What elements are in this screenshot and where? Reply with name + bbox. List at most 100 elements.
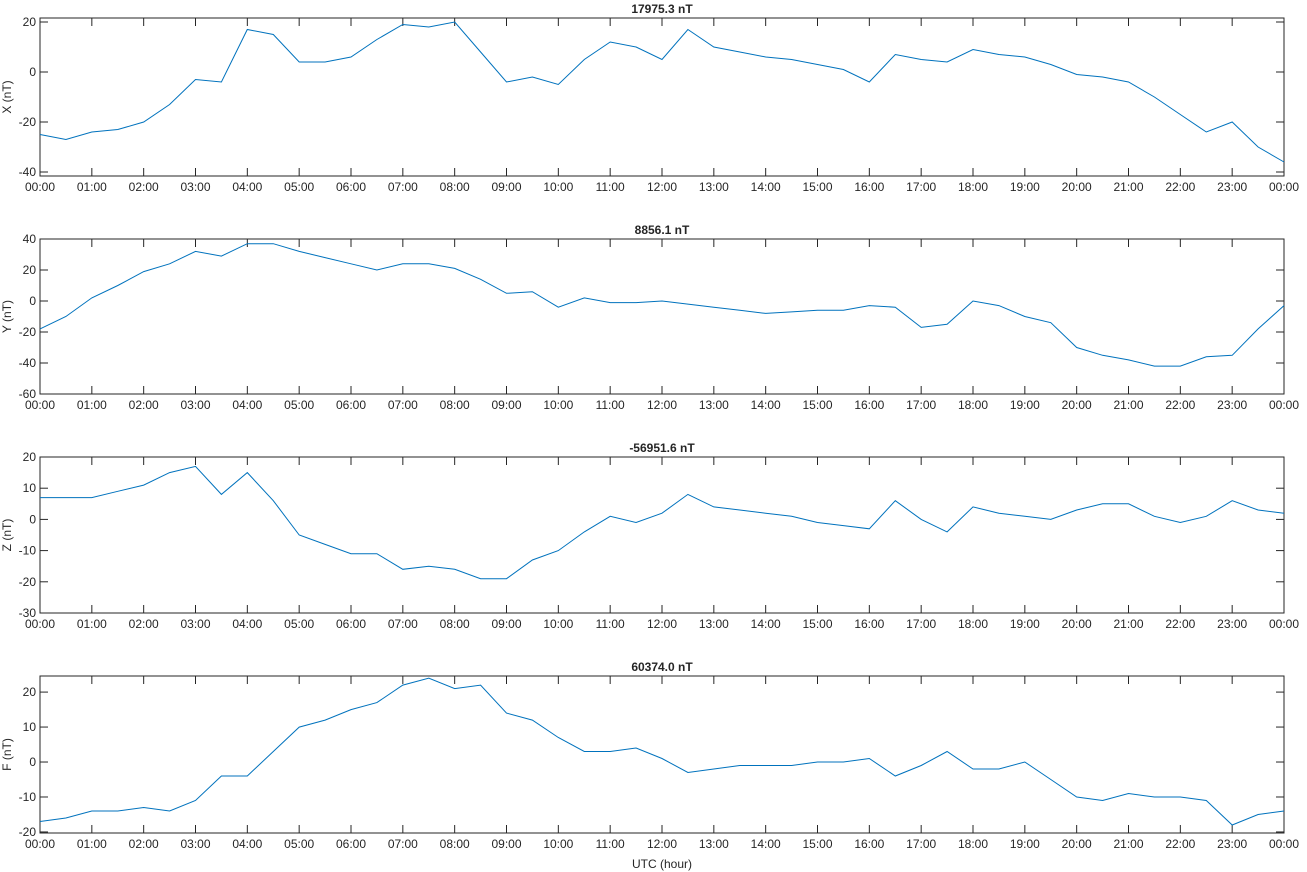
x-tick-label: 22:00 [1165,837,1195,851]
x-tick-label: 11:00 [596,617,625,631]
x-tick-label: 15:00 [802,180,832,194]
x-tick-label: 02:00 [129,837,159,851]
x-tick-label: 04:00 [232,180,262,194]
x-tick-label: 14:00 [751,837,781,851]
plot-frame [39,675,1285,834]
y-axis-label: F (nT) [0,738,14,771]
x-tick-label: 00:00 [25,837,55,851]
x-tick-label: 00:00 [25,180,55,194]
x-tick-label: 19:00 [1010,837,1040,851]
y-tick-label: 20 [23,15,37,29]
chart-title: -56951.6 nT [629,441,695,455]
y-axis-label: Z (nT) [0,519,14,552]
data-line [39,243,1285,367]
x-tick-label: 04:00 [232,398,262,412]
x-tick-label: 16:00 [854,398,884,412]
x-tick-label: 10:00 [543,398,573,412]
y-tick-label: 0 [29,755,36,769]
x-tick-label: 11:00 [596,180,625,194]
plot-frame [39,238,1285,395]
x-tick-label: 03:00 [180,398,210,412]
x-tick-label: 00:00 [1269,837,1299,851]
y-tick-label: 0 [29,65,36,79]
x-tick-label: 03:00 [180,617,210,631]
y-tick-label: -30 [19,606,37,620]
x-tick-label: 22:00 [1165,398,1195,412]
y-tick-label: -20 [19,575,37,589]
plot-frame [39,456,1285,614]
x-tick-label: 17:00 [906,398,936,412]
x-tick-label: 00:00 [1269,180,1299,194]
x-tick-label: 12:00 [647,180,677,194]
x-tick-label: 18:00 [958,180,988,194]
x-tick-label: 08:00 [440,837,470,851]
x-tick-label: 15:00 [802,837,832,851]
y-axis-label: X (nT) [0,80,14,113]
y-tick-label: -20 [19,115,37,129]
x-tick-label: 11:00 [596,837,625,851]
x-tick-label: 13:00 [699,617,729,631]
x-tick-label: 09:00 [491,180,521,194]
x-tick-label: 23:00 [1217,837,1247,851]
y-tick-label: 20 [23,685,37,699]
x-tick-label: 14:00 [751,617,781,631]
x-tick-label: 18:00 [958,617,988,631]
x-tick-label: 20:00 [1062,180,1092,194]
x-tick-label: 20:00 [1062,837,1092,851]
x-tick-label: 21:00 [1113,837,1143,851]
y-tick-label: -40 [19,165,37,179]
x-tick-label: 02:00 [129,180,159,194]
x-tick-label: 05:00 [284,398,314,412]
x-tick-label: 13:00 [699,837,729,851]
y-tick-label: 0 [29,294,36,308]
x-tick-label: 06:00 [336,837,366,851]
x-tick-label: 01:00 [77,180,107,194]
x-tick-label: 17:00 [906,180,936,194]
x-tick-label: 16:00 [854,837,884,851]
x-tick-label: 19:00 [1010,617,1040,631]
x-tick-label: 01:00 [77,617,107,631]
x-tick-label: 05:00 [284,180,314,194]
y-tick-label: 0 [29,512,36,526]
x-tick-label: 15:00 [802,617,832,631]
x-tick-label: 13:00 [699,180,729,194]
x-tick-label: 00:00 [1269,398,1299,412]
x-tick-label: 15:00 [802,398,832,412]
y-tick-label: -20 [19,325,37,339]
y-tick-label: -20 [19,825,37,839]
x-tick-label: 16:00 [854,180,884,194]
x-tick-label: 17:00 [906,837,936,851]
x-tick-label: 12:00 [647,398,677,412]
x-tick-label: 00:00 [1269,617,1299,631]
y-tick-label: -10 [19,790,37,804]
x-tick-label: 07:00 [388,398,418,412]
x-tick-label: 00:00 [25,398,55,412]
x-tick-label: 23:00 [1217,617,1247,631]
x-tick-label: 07:00 [388,837,418,851]
x-tick-label: 01:00 [77,398,107,412]
x-tick-label: 01:00 [77,837,107,851]
x-tick-label: 18:00 [958,837,988,851]
x-tick-label: 09:00 [491,617,521,631]
x-tick-label: 04:00 [232,617,262,631]
x-tick-label: 20:00 [1062,617,1092,631]
x-tick-label: 08:00 [440,180,470,194]
x-tick-label: 05:00 [284,837,314,851]
x-tick-label: 09:00 [491,398,521,412]
x-tick-label: 03:00 [180,837,210,851]
x-tick-label: 22:00 [1165,617,1195,631]
x-tick-label: 22:00 [1165,180,1195,194]
x-tick-label: 02:00 [129,617,159,631]
x-tick-label: 20:00 [1062,398,1092,412]
x-tick-label: 14:00 [751,180,781,194]
x-axis-label: UTC (hour) [632,857,692,871]
x-tick-label: 21:00 [1113,617,1143,631]
x-tick-label: 07:00 [388,617,418,631]
chart-title: 60374.0 nT [631,660,693,674]
x-tick-label: 19:00 [1010,180,1040,194]
x-tick-label: 18:00 [958,398,988,412]
data-line [39,677,1285,826]
y-tick-label: -40 [19,356,37,370]
x-tick-label: 06:00 [336,398,366,412]
